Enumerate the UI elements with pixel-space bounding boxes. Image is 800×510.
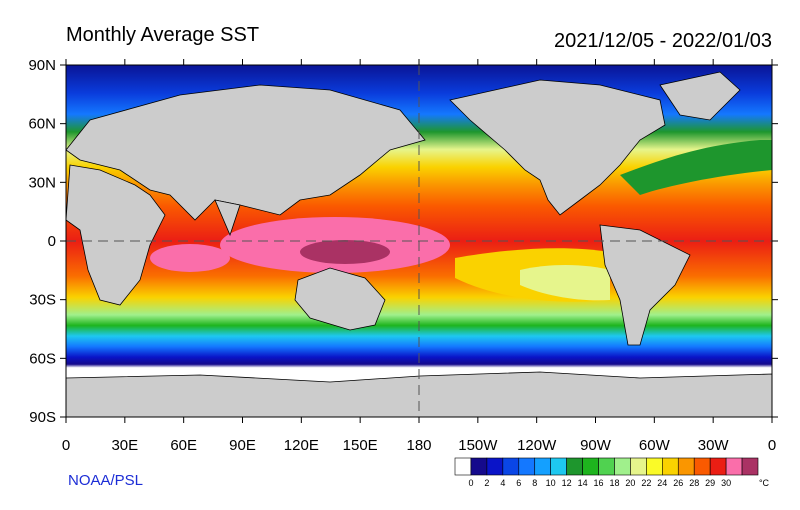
greenland (659, 71, 741, 121)
gulf-stream-tongue (620, 140, 772, 195)
colorbar-swatch (502, 457, 520, 476)
lon-tick-label: 30E (111, 437, 138, 454)
cold-tongue-core (520, 265, 610, 301)
lat-tick-label: 30S (29, 292, 56, 309)
australia (294, 267, 386, 331)
india (214, 199, 241, 237)
lat-tick-label: 60S (29, 350, 56, 367)
lon-tick-label: 90W (580, 437, 612, 454)
lat-tick-label: 90N (28, 57, 56, 74)
lat-tick-label: 90S (29, 409, 56, 426)
colorbar-tick-label: 18 (609, 478, 619, 488)
colorbar-tick-label: 20 (625, 478, 635, 488)
colorbar-swatch (614, 457, 631, 476)
colorbar-swatch (550, 457, 567, 476)
africa (66, 164, 166, 306)
colorbar-tick-label: 28 (689, 478, 699, 488)
eurasia (66, 84, 426, 221)
lat-tick-label: 30N (28, 174, 56, 191)
colorbar-swatch (709, 457, 727, 476)
colorbar-tick-label: 22 (641, 478, 651, 488)
lon-tick-label: 60W (639, 437, 671, 454)
colorbar-swatch (693, 457, 711, 476)
colorbar-tick-label: 24 (657, 478, 667, 488)
colorbar-swatch (677, 457, 695, 476)
colorbar-swatch (725, 457, 743, 476)
colorbar-tick-label: 30 (721, 478, 731, 488)
colorbar-tick-label: 12 (562, 478, 572, 488)
colorbar-swatch (454, 457, 472, 476)
colorbar-tick-label: 16 (594, 478, 604, 488)
colorbar-swatch (534, 457, 551, 476)
colorbar-tick-label: 10 (546, 478, 556, 488)
lat-tick-label: 60N (28, 116, 56, 133)
colorbar-tick-label: 6 (516, 478, 521, 488)
lon-axis: 0 30E 60E 90E 120E 150E 180 150W 120W 90W 60W 30W 0 (62, 59, 776, 454)
chart-title: Monthly Average SST (66, 24, 260, 46)
colorbar-swatch (518, 457, 536, 476)
lon-tick-label: 90E (229, 437, 256, 454)
colorbar-swatch (630, 457, 647, 476)
colorbar-tick-label: 0 (468, 478, 473, 488)
colorbar-tick-label: 8 (532, 478, 537, 488)
colorbar-swatch (566, 457, 583, 476)
lon-tick-label: 180 (406, 437, 431, 454)
colorbar-swatch (646, 457, 663, 476)
lon-tick-label: 120W (517, 437, 557, 454)
colorbar-tick-label: 2 (484, 478, 489, 488)
colorbar-swatch (486, 457, 504, 476)
colorbar-tick-label: 26 (673, 478, 683, 488)
date-range: 2021/12/05 - 2022/01/03 (554, 30, 772, 52)
indian-ocean-warm (150, 244, 230, 272)
colorbar: 0 2 4 6 8 10 12 14 16 18 20 22 24 26 28 29 30 °C (454, 457, 770, 488)
lon-tick-label: 60E (170, 437, 197, 454)
colorbar-swatch (470, 457, 488, 476)
lon-tick-label: 150W (458, 437, 498, 454)
lon-tick-label: 120E (284, 437, 319, 454)
lat-tick-label: 0 (48, 233, 56, 250)
colorbar-swatch (741, 457, 759, 476)
colorbar-tick-label: 4 (500, 478, 505, 488)
lon-tick-label: 0 (768, 437, 776, 454)
map-field (66, 65, 772, 417)
lon-tick-label: 150E (343, 437, 378, 454)
south-america (599, 224, 691, 346)
north-america (449, 79, 666, 216)
colorbar-tick-label: 29 (705, 478, 715, 488)
lon-tick-label: 30W (698, 437, 730, 454)
lon-tick-label: 0 (62, 437, 70, 454)
land (66, 71, 741, 346)
colorbar-unit: °C (759, 478, 770, 488)
colorbar-swatch (582, 457, 599, 476)
warm-pool-core (300, 240, 390, 264)
colorbar-swatch (662, 457, 679, 476)
colorbar-swatch (598, 457, 615, 476)
credit-label: NOAA/PSL (68, 472, 144, 489)
colorbar-tick-label: 14 (578, 478, 588, 488)
lat-axis: 90N 60N 30N 0 30S 60S 90S (28, 57, 778, 426)
